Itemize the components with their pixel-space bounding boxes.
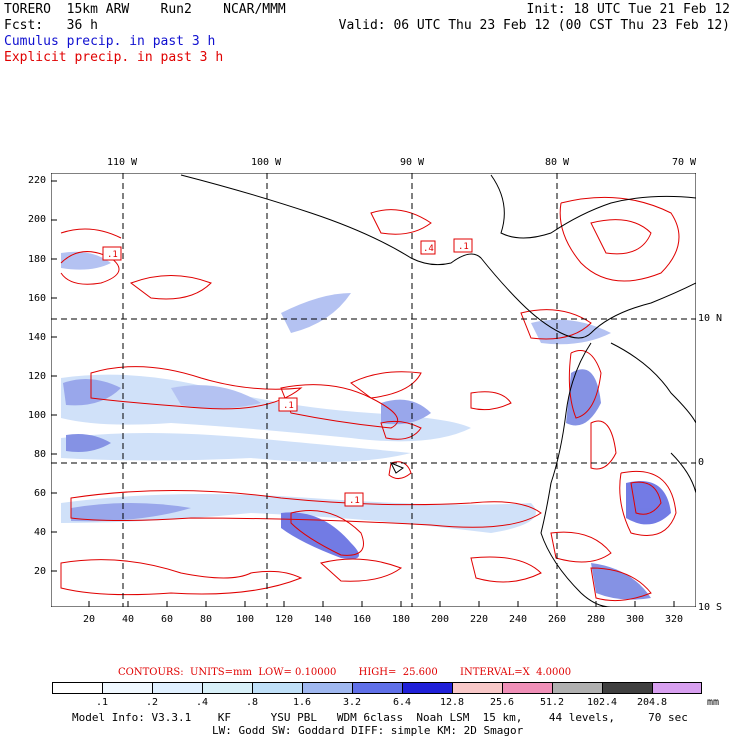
x-tick-label: 220	[469, 614, 489, 625]
explicit-precip-contours	[60, 196, 680, 602]
axis-ticks	[51, 180, 675, 607]
x-tick-label: 120	[274, 614, 294, 625]
legend-label: 3.2	[342, 697, 362, 708]
legend-swatch	[452, 682, 504, 694]
contour-label: .1	[283, 401, 294, 411]
y-tick-label: 220	[27, 175, 46, 186]
model-info-line1: Model Info: V3.3.1 KF YSU PBL WDM 6class…	[72, 711, 688, 724]
field-explicit-label: Explicit precip. in past 3 h	[4, 50, 224, 65]
contour-info: CONTOURS: UNITS=mm LOW= 0.10000 HIGH= 25…	[118, 667, 572, 678]
legend-label: .1	[95, 697, 109, 708]
legend-swatch	[252, 682, 304, 694]
legend-swatch	[302, 682, 354, 694]
legend-unit: mm	[707, 697, 720, 708]
header-forecast-hour: Fcst: 36 h	[4, 18, 98, 33]
legend-swatch	[502, 682, 554, 694]
legend-swatch	[52, 682, 104, 694]
legend-label: 25.6	[489, 697, 515, 708]
lat-label: 0	[698, 457, 705, 468]
y-tick-label: 180	[27, 254, 46, 265]
legend-label: 12.8	[439, 697, 465, 708]
lon-label: 80 W	[544, 157, 570, 168]
legend-label: .8	[245, 697, 259, 708]
field-cumulus-label: Cumulus precip. in past 3 h	[4, 34, 216, 49]
legend-label: .2	[145, 697, 159, 708]
legend-swatch	[152, 682, 204, 694]
x-tick-label: 260	[547, 614, 567, 625]
precip-map: .1 .4 .1 .1 .1	[51, 173, 696, 607]
cumulus-precip-shading	[61, 251, 671, 600]
x-tick-label: 20	[82, 614, 96, 625]
lon-label: 70 W	[671, 157, 697, 168]
header-valid-time: Valid: 06 UTC Thu 23 Feb 12 (00 CST Thu …	[338, 18, 730, 33]
x-tick-label: 100	[235, 614, 255, 625]
contour-labels: .1 .4 .1 .1 .1	[102, 238, 473, 507]
legend-swatch	[652, 682, 702, 694]
x-tick-label: 140	[313, 614, 333, 625]
header-init-time: Init: 18 UTC Tue 21 Feb 12	[526, 2, 731, 17]
lat-label: 10 S	[698, 602, 723, 613]
legend-swatch	[552, 682, 604, 694]
model-info-line2: LW: Godd SW: Goddard DIFF: simple KM: 2D…	[212, 724, 524, 737]
legend-swatch	[102, 682, 154, 694]
lat-lon-grid	[51, 173, 696, 607]
legend-label: 51.2	[539, 697, 565, 708]
x-tick-label: 320	[664, 614, 684, 625]
contour-label: .1	[458, 242, 469, 252]
y-tick-label: 120	[27, 371, 46, 382]
x-tick-label: 60	[160, 614, 174, 625]
x-tick-label: 280	[586, 614, 606, 625]
x-tick-label: 40	[121, 614, 135, 625]
y-tick-label: 40	[33, 527, 46, 538]
x-tick-label: 160	[352, 614, 372, 625]
legend-label: 204.8	[636, 697, 668, 708]
x-tick-label: 80	[199, 614, 213, 625]
contour-label: .4	[423, 244, 434, 254]
lon-label: 110 W	[106, 157, 138, 168]
y-tick-label: 100	[27, 410, 46, 421]
lat-label: 10 N	[698, 313, 723, 324]
y-tick-label: 60	[33, 488, 46, 499]
y-tick-label: 80	[33, 449, 46, 460]
contour-label: .1	[107, 250, 118, 260]
contour-label: .1	[349, 496, 360, 506]
y-tick-label: 200	[27, 214, 46, 225]
legend-swatch	[352, 682, 404, 694]
y-tick-label: 160	[27, 293, 46, 304]
x-tick-label: 200	[430, 614, 450, 625]
legend-label: 1.6	[292, 697, 312, 708]
legend-label: .4	[195, 697, 209, 708]
legend-label: 102.4	[586, 697, 618, 708]
header-title: TORERO 15km ARW Run2 NCAR/MMM	[4, 2, 286, 17]
lon-label: 100 W	[250, 157, 282, 168]
y-tick-label: 20	[33, 566, 46, 577]
x-tick-label: 180	[391, 614, 411, 625]
y-tick-label: 140	[27, 332, 46, 343]
legend-swatch	[402, 682, 454, 694]
coastlines	[180, 174, 696, 607]
legend-swatch	[602, 682, 654, 694]
lon-label: 90 W	[399, 157, 425, 168]
x-tick-label: 240	[508, 614, 528, 625]
legend-label: 6.4	[392, 697, 412, 708]
x-tick-label: 300	[625, 614, 645, 625]
legend-swatch	[202, 682, 254, 694]
